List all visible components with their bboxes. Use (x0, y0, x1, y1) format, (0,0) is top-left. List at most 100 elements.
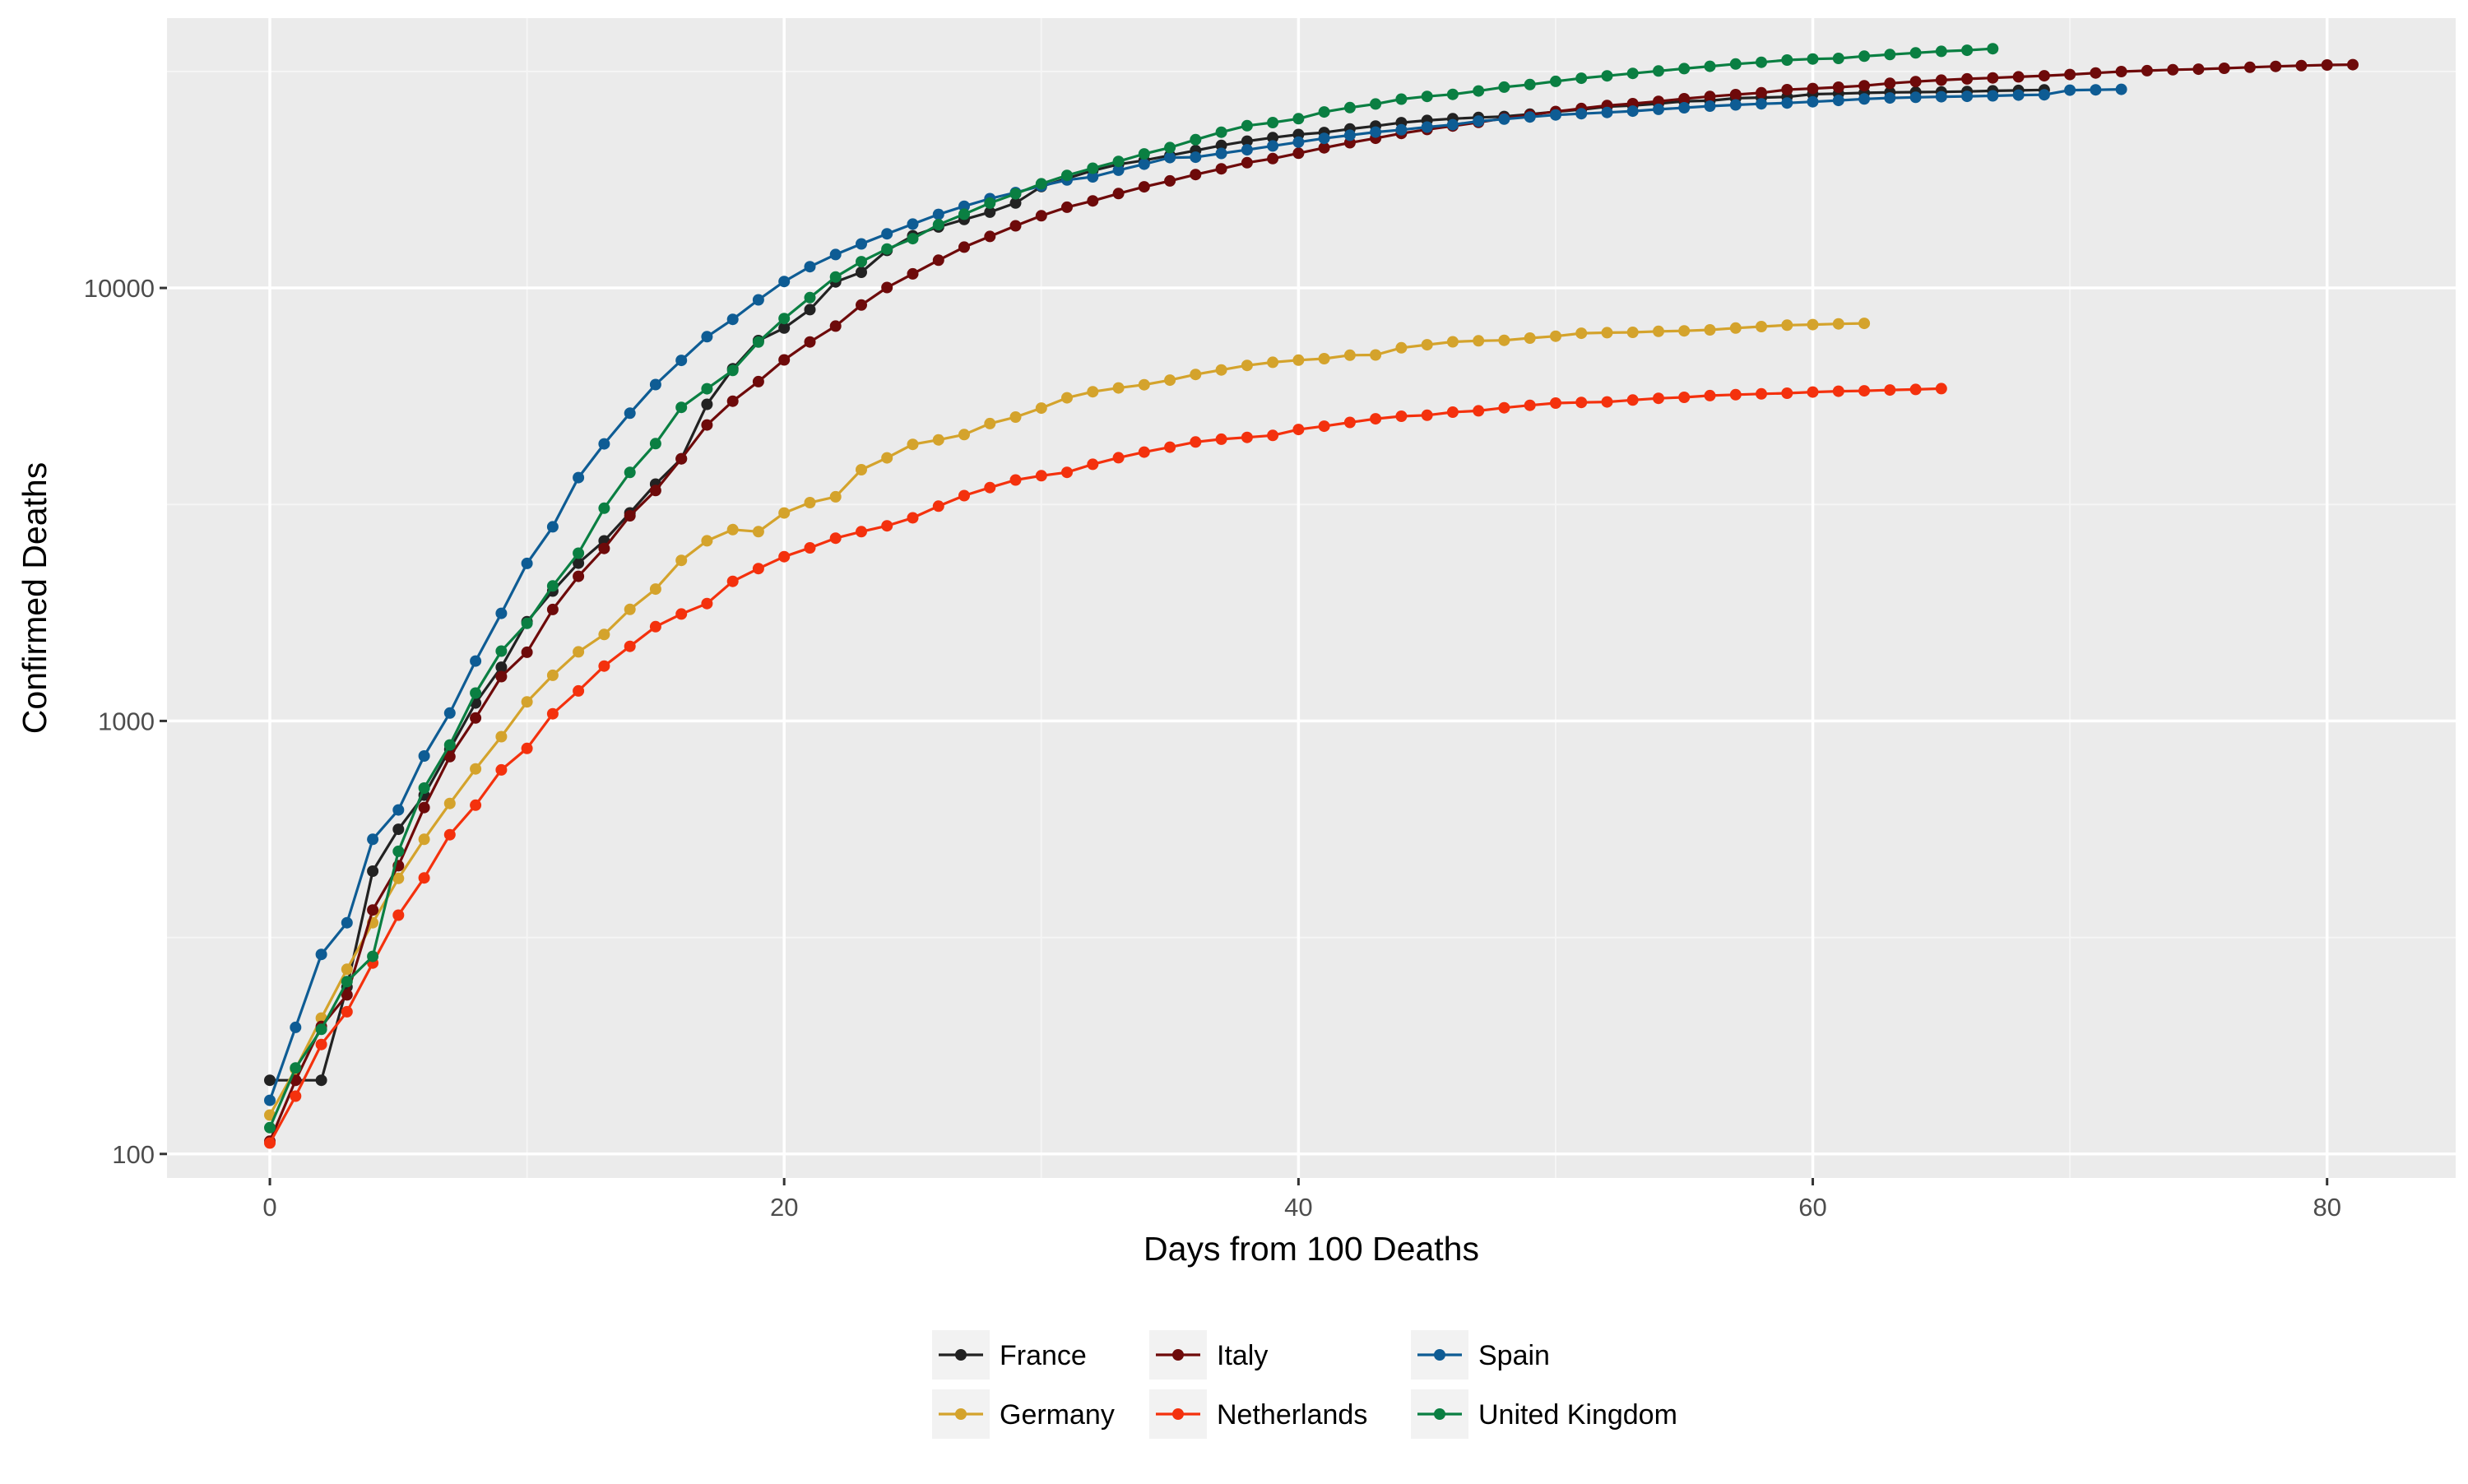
data-point-italy (932, 254, 944, 267)
data-point-italy (1112, 188, 1125, 200)
data-point-germany (1318, 353, 1330, 364)
data-point-germany (752, 526, 764, 538)
data-point-united-kingdom (1781, 54, 1793, 66)
data-point-spain (495, 607, 508, 619)
data-point-spain (1370, 126, 1382, 138)
data-point-spain (1858, 93, 1871, 105)
data-point-france (367, 865, 379, 877)
data-point-italy (624, 510, 636, 522)
data-point-united-kingdom (1704, 60, 1716, 72)
data-point-germany (856, 464, 867, 475)
data-point-germany (675, 554, 688, 567)
data-point-netherlands (1601, 396, 1613, 408)
data-point-france (1009, 197, 1022, 209)
legend-label-united-kingdom: United Kingdom (1478, 1399, 1677, 1431)
data-point-france (804, 304, 816, 316)
data-point-germany (443, 797, 456, 809)
data-point-netherlands (624, 640, 636, 652)
series-line-italy (268, 63, 2354, 1142)
y-tick-label: 100 (112, 1140, 155, 1169)
data-point-netherlands (1190, 436, 1202, 448)
legend-item-united-kingdom: United Kingdom (1411, 1389, 1677, 1439)
data-point-netherlands (752, 563, 764, 575)
data-point-netherlands (1343, 416, 1356, 429)
data-point-italy (573, 570, 585, 582)
data-point-italy (2270, 60, 2282, 72)
data-point-netherlands (675, 608, 688, 620)
data-point-netherlands (1267, 429, 1279, 442)
data-point-united-kingdom (392, 845, 405, 857)
data-point-germany (598, 628, 610, 641)
legend-item-italy: Italy (1149, 1330, 1268, 1380)
data-point-france (984, 206, 996, 218)
legend-item-spain: Spain (1411, 1330, 1550, 1380)
data-point-united-kingdom (1575, 72, 1588, 85)
data-point-germany (418, 833, 430, 846)
data-point-spain (2012, 89, 2025, 101)
legend-key-marker (1172, 1349, 1184, 1361)
data-point-spain (1653, 103, 1664, 115)
data-point-netherlands (881, 520, 893, 532)
data-point-germany (521, 696, 533, 708)
data-point-italy (1318, 141, 1330, 154)
data-point-germany (495, 730, 508, 743)
y-tick-label: 1000 (98, 707, 155, 735)
data-point-united-kingdom (470, 687, 482, 699)
data-point-united-kingdom (1884, 49, 1896, 61)
data-point-germany (958, 429, 970, 441)
data-point-germany (1678, 325, 1691, 337)
major-gridlines (167, 18, 2456, 1178)
data-point-spain (315, 948, 327, 961)
data-point-spain (1267, 140, 1279, 152)
data-point-germany (1395, 341, 1408, 354)
data-point-netherlands (470, 799, 482, 811)
legend: France Germany Italy Netherlands Spain United… (932, 1330, 1677, 1439)
data-point-germany (1292, 354, 1305, 366)
data-point-netherlands (1550, 397, 1561, 409)
data-point-germany (1190, 369, 1202, 381)
data-point-italy (2167, 63, 2179, 76)
data-point-italy (598, 542, 610, 554)
data-point-italy (1884, 77, 1896, 90)
data-point-spain (1215, 147, 1227, 160)
data-point-united-kingdom (1267, 117, 1279, 128)
data-point-spain (1138, 158, 1150, 170)
data-point-united-kingdom (675, 401, 688, 414)
data-point-italy (1061, 201, 1073, 213)
data-point-spain (521, 557, 533, 569)
data-point-germany (1524, 332, 1536, 344)
data-point-spain (1395, 123, 1408, 136)
data-point-italy (675, 452, 688, 465)
data-point-netherlands (649, 620, 661, 633)
data-point-germany (1550, 330, 1561, 342)
data-point-united-kingdom (1395, 93, 1408, 105)
data-point-germany (1858, 318, 1871, 330)
data-point-spain (1601, 106, 1613, 118)
data-point-italy (418, 801, 430, 814)
data-point-netherlands (984, 481, 996, 494)
data-point-united-kingdom (804, 291, 816, 304)
data-point-netherlands (1164, 441, 1176, 453)
data-point-netherlands (907, 512, 919, 524)
data-point-spain (856, 238, 867, 250)
data-point-spain (1343, 129, 1356, 141)
data-point-germany (1112, 382, 1125, 394)
data-point-italy (1164, 174, 1176, 187)
data-point-spain (1832, 95, 1844, 107)
data-point-spain (264, 1094, 276, 1106)
data-point-germany (1601, 327, 1613, 339)
series-netherlands (264, 383, 1947, 1149)
data-point-italy (1961, 72, 1974, 85)
data-point-italy (649, 485, 661, 497)
data-point-united-kingdom (958, 208, 970, 220)
data-point-united-kingdom (1858, 50, 1871, 63)
legend-label-spain: Spain (1478, 1340, 1550, 1371)
data-point-netherlands (1112, 452, 1125, 464)
data-point-spain (1781, 97, 1793, 109)
data-point-italy (367, 904, 379, 916)
data-point-spain (1318, 132, 1330, 145)
data-point-netherlands (1909, 383, 1922, 396)
data-point-spain (290, 1021, 302, 1033)
data-point-germany (470, 763, 482, 775)
data-point-germany (1267, 356, 1279, 369)
